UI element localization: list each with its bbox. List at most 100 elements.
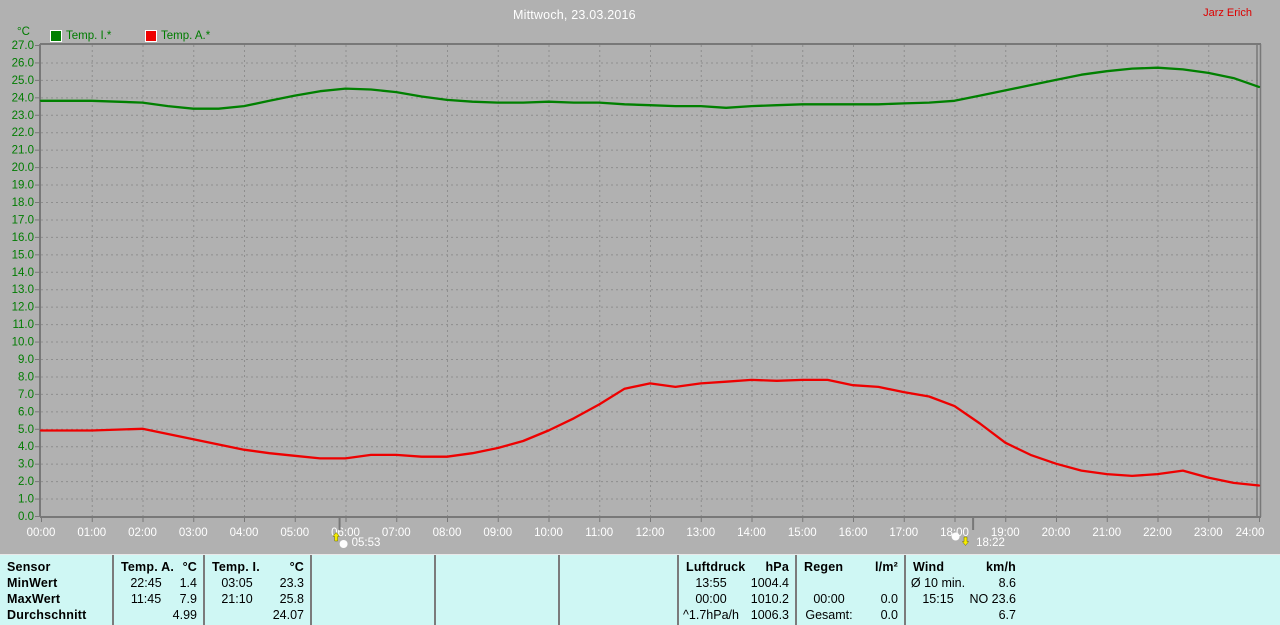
y-tick-label: 21.0	[12, 145, 34, 157]
stats-section-title: Temp. I.	[212, 560, 260, 574]
legend-label: Temp. A.*	[161, 30, 211, 42]
stats-row-label: Sensor	[7, 560, 51, 574]
x-tick-label: 10:00	[534, 527, 563, 539]
stats-cell-value: NO 23.6	[969, 592, 1016, 606]
legend-label: Temp. I.*	[66, 30, 112, 42]
y-tick-label: 18.0	[12, 197, 34, 209]
y-tick-label: 16.0	[12, 232, 34, 244]
legend-swatch-icon	[145, 30, 157, 42]
x-tick-label: 21:00	[1092, 527, 1121, 539]
stats-cell-value: 24.07	[272, 608, 304, 622]
stats-cell-value: 7.9	[179, 592, 197, 606]
stats-cell-time: 00:00	[813, 592, 845, 606]
stats-cell-value: 6.7	[998, 608, 1016, 622]
stats-section-title: Temp. A.	[121, 560, 174, 574]
legend-item-temp-a: Temp. A.*	[145, 30, 210, 42]
page-title: Mittwoch, 23.03.2016	[513, 8, 636, 22]
stats-cell-time: ^1.7hPa/h	[683, 608, 739, 622]
stats-cell-value: 1004.4	[750, 576, 789, 590]
temperature-line-chart: 0.0 1.0 2.0 3.0 4.0 5.0 6.0 7.0 8.0 9.0 10.0 11.0 12…	[12, 40, 1265, 549]
stats-section-unit: hPa	[765, 560, 789, 574]
stats-row-label: MaxWert	[7, 592, 61, 606]
y-tick-label: 6.0	[18, 406, 34, 418]
y-tick-label: 1.0	[18, 494, 34, 506]
x-tick-label: 09:00	[483, 527, 512, 539]
y-tick-label: 5.0	[18, 424, 34, 436]
x-tick-label: 03:00	[179, 527, 208, 539]
y-tick-label: 14.0	[12, 267, 34, 279]
stats-section-title: Wind	[913, 560, 945, 574]
y-tick-label: 13.0	[12, 284, 34, 296]
stats-cell-value: 0.0	[880, 608, 898, 622]
y-tick-label: 26.0	[12, 57, 34, 69]
stats-section-title: Luftdruck	[686, 560, 746, 574]
x-tick-label: 04:00	[230, 527, 259, 539]
x-tick-label: 17:00	[889, 527, 918, 539]
x-tick-label: 22:00	[1143, 527, 1172, 539]
chart-legend: Temp. I.* Temp. A.*	[50, 30, 370, 44]
x-axis-labels: 00:00 01:00 02:00 03:00 04:00 05:00 06:00 07:00…	[27, 527, 1265, 539]
x-tick-label: 20:00	[1042, 527, 1071, 539]
user-name: Jarz Erich	[1203, 7, 1252, 19]
x-tick-label: 02:00	[128, 527, 157, 539]
stats-cell-value: 1010.2	[750, 592, 789, 606]
y-tick-label: 4.0	[18, 441, 34, 453]
x-tick-label: 01:00	[77, 527, 106, 539]
x-tick-label: 23:00	[1194, 527, 1223, 539]
y-tick-label: 20.0	[12, 162, 34, 174]
y-tick-label: 24.0	[12, 92, 34, 104]
stats-section-empty	[558, 555, 677, 625]
stats-row-label: Durchschnitt	[7, 608, 87, 622]
stats-section-empty	[434, 555, 558, 625]
stats-cell-time: 22:45	[130, 576, 162, 590]
stats-cell-time: Ø 10 min.	[910, 576, 966, 590]
y-tick-label: 3.0	[18, 459, 34, 471]
y-tick-label: 25.0	[12, 75, 34, 87]
sunrise-icon	[332, 532, 348, 548]
y-tick-label: 11.0	[12, 319, 34, 331]
x-tick-label: 12:00	[636, 527, 665, 539]
axis-ticks	[35, 45, 1260, 522]
stats-section-empty	[310, 555, 434, 625]
stats-cell-value: 1006.3	[750, 608, 789, 622]
x-tick-label: 15:00	[788, 527, 817, 539]
legend-swatch-icon	[50, 30, 62, 42]
stats-section-temp-a: Temp. A. °C 22:45 1.4 11:45 7.9 4.99	[112, 555, 203, 625]
stats-cell-time: 11:45	[130, 592, 162, 606]
y-tick-label: 17.0	[12, 214, 34, 226]
stats-row-label: MinWert	[7, 576, 58, 590]
x-tick-label: 05:00	[280, 527, 309, 539]
stats-cell-value: 8.6	[998, 576, 1016, 590]
y-tick-label: 10.0	[12, 337, 34, 349]
y-tick-label: 0.0	[18, 511, 34, 523]
stats-cell-value: 4.99	[172, 608, 197, 622]
y-axis-unit-label: °C	[17, 26, 30, 38]
x-tick-label: 07:00	[382, 527, 411, 539]
stats-row-labels-column: Sensor MinWert MaxWert Durchschnitt	[0, 555, 112, 625]
sunset-icon	[951, 532, 970, 546]
stats-cell-time: 03:05	[221, 576, 253, 590]
series-temp-a-line	[39, 378, 1261, 487]
x-tick-label: 11:00	[585, 527, 613, 539]
stats-cell-time: 00:00	[695, 592, 727, 606]
x-tick-label: 13:00	[686, 527, 715, 539]
x-tick-label: 14:00	[737, 527, 766, 539]
sunset-time-label: 18:22	[976, 537, 1005, 549]
stats-section-temp-i: Temp. I. °C 03:05 23.3 21:10 25.8 24.07	[203, 555, 310, 625]
stats-cell-value: 0.0	[880, 592, 898, 606]
y-axis-labels: 0.0 1.0 2.0 3.0 4.0 5.0 6.0 7.0 8.0 9.0 10.0 11.0 12…	[12, 40, 34, 523]
x-tick-label: 19:00	[991, 527, 1020, 539]
legend-item-temp-i: Temp. I.*	[50, 30, 111, 42]
stats-section-luftdruck: Luftdruck hPa 13:55 1004.4 00:00 1010.2 ^1.7hP…	[677, 555, 795, 625]
stats-cell-time: 15:15	[922, 592, 954, 606]
y-tick-label: 23.0	[12, 110, 34, 122]
stats-table: Sensor MinWert MaxWert Durchschnitt Temp. A.…	[0, 554, 1280, 625]
stats-cell-time: 13:55	[695, 576, 727, 590]
y-tick-label: 2.0	[18, 476, 34, 488]
stats-section-title: Regen	[804, 560, 844, 574]
y-tick-label: 27.0	[12, 40, 34, 52]
y-tick-label: 22.0	[12, 127, 34, 139]
x-tick-label: 16:00	[839, 527, 868, 539]
x-tick-label: 00:00	[27, 527, 56, 539]
y-tick-label: 7.0	[18, 389, 34, 401]
